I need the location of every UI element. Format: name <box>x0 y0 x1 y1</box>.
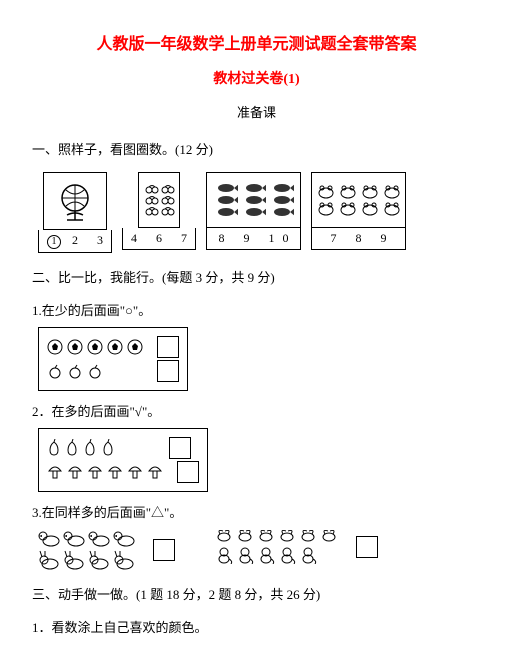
q1-nums-3: 8 9 10 <box>206 228 301 250</box>
section-2-heading: 二、比一比，我能行。(每题 3 分，共 9 分) <box>32 267 481 286</box>
q1-item-1: 1 2 3 <box>38 172 112 253</box>
answer-box[interactable] <box>169 437 191 459</box>
bees-monkeys <box>215 529 338 564</box>
frog-icon <box>311 172 406 228</box>
ducks-rabbits <box>38 529 135 570</box>
s2-q3: 3.在同样多的后面画"△"。 <box>32 502 481 521</box>
cherry-icon <box>138 172 180 228</box>
q1-images-row: 1 2 3 4 6 7 8 9 10 <box>38 172 481 253</box>
q1-nums-2: 4 6 7 <box>122 228 196 250</box>
q1-nums-4: 7 8 9 <box>311 228 406 250</box>
q1-item-3: 8 9 10 <box>206 172 301 253</box>
s2-q1: 1.在少的后面画"○"。 <box>32 300 481 319</box>
answer-box[interactable] <box>157 360 179 382</box>
answer-box[interactable] <box>356 536 378 558</box>
q1-nums-1: 1 2 3 <box>38 230 112 253</box>
answer-box[interactable] <box>177 461 199 483</box>
main-title: 人教版一年级数学上册单元测试题全套带答案 <box>32 30 481 54</box>
s2-q1-box <box>38 327 188 391</box>
s3-q1: 1．看数涂上自己喜欢的颜色。 <box>32 617 481 636</box>
lesson-title: 准备课 <box>32 102 481 121</box>
answer-box[interactable] <box>157 336 179 358</box>
fish-icon <box>206 172 301 228</box>
section-1-heading: 一、照样子，看图圈数。(12 分) <box>32 139 481 158</box>
q1-item-4: 7 8 9 <box>311 172 406 253</box>
q1-item-2: 4 6 7 <box>122 172 196 253</box>
s2-q3-row <box>38 529 481 570</box>
football-row <box>47 336 179 358</box>
apple-row <box>47 360 179 382</box>
sub-title: 教材过关卷(1) <box>32 68 481 88</box>
s2-q2-box <box>38 428 208 492</box>
section-3-heading: 三、动手做一做。(1 题 18 分，2 题 8 分，共 26 分) <box>32 584 481 603</box>
answer-box[interactable] <box>153 539 175 561</box>
globe-icon <box>43 172 107 230</box>
pear-row <box>47 437 199 459</box>
s2-q2: 2．在多的后面画"√"。 <box>32 401 481 420</box>
mushroom-row <box>47 461 199 483</box>
